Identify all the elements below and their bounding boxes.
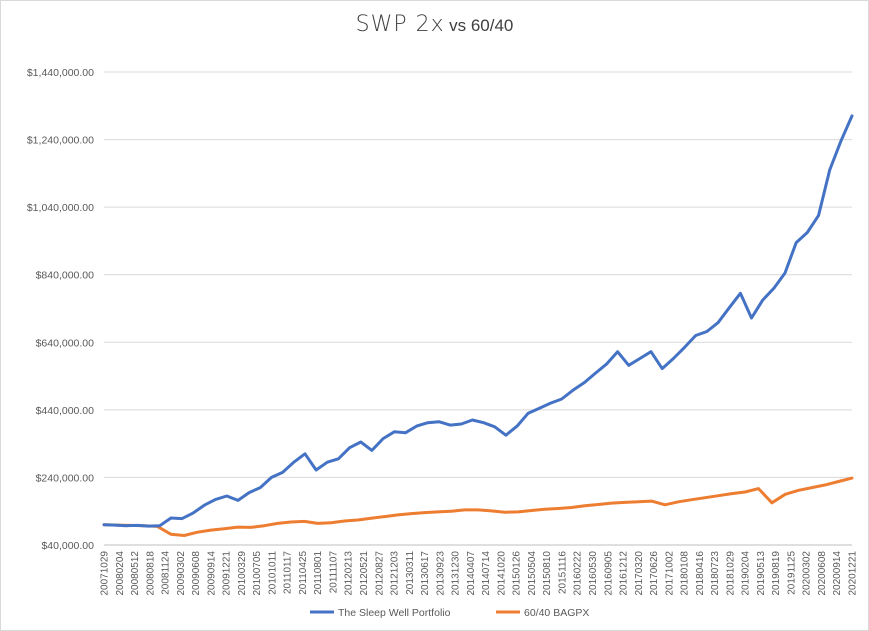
x-tick-label: 20100705 (252, 551, 263, 596)
chart-title: SWP 2x vs 60/40 (0, 12, 869, 37)
legend-label: 60/40 BAGPX (524, 607, 589, 619)
y-tick-label: $1,440,000.00 (27, 67, 94, 79)
x-tick-label: 20201221 (848, 551, 859, 596)
x-tick-label: 20090608 (191, 551, 202, 596)
series-line (102, 476, 854, 537)
legend: The Sleep Well Portfolio 60/40 BAGPX (310, 607, 589, 619)
x-tick-label: 20180416 (695, 551, 706, 596)
legend-label: The Sleep Well Portfolio (338, 607, 451, 619)
y-tick-label: $40,000.00 (41, 540, 94, 552)
x-tick-label: 20120521 (359, 551, 370, 596)
x-tick-label: 20160905 (603, 551, 614, 596)
series-lines (102, 114, 854, 537)
x-tick-label: 20130311 (405, 551, 416, 595)
x-tick-label: 20120827 (374, 551, 385, 596)
x-tick-label: 20200302 (802, 551, 813, 596)
y-tick-label: $640,000.00 (36, 337, 95, 349)
x-tick-label: 20150810 (542, 551, 553, 596)
y-tick-label: $840,000.00 (36, 270, 95, 282)
x-tick-label: 20161212 (619, 551, 630, 596)
x-tick-label: 20090914 (206, 551, 217, 596)
x-tick-label: 20111107 (328, 551, 339, 594)
x-tick-label: 20150504 (527, 551, 538, 596)
gridlines (104, 71, 852, 546)
x-tick-label: 20171002 (664, 551, 675, 596)
x-axis-ticks: 20071029 20080204 20080512 20080818 20081124… (100, 551, 859, 596)
x-tick-label: 20100329 (237, 551, 248, 596)
x-tick-label: 20130617 (420, 551, 431, 596)
x-tick-label: 20150126 (512, 551, 523, 596)
x-tick-label: 20080818 (145, 551, 156, 596)
x-tick-label: 20190819 (771, 551, 782, 596)
x-tick-label: 20200914 (832, 551, 843, 596)
x-tick-label: 20170320 (634, 551, 645, 596)
x-tick-label: 20200608 (817, 551, 828, 596)
y-tick-label: $1,040,000.00 (27, 202, 94, 214)
x-tick-label: 20151116 (557, 551, 568, 594)
x-tick-label: 20071029 (100, 551, 111, 596)
x-tick-label: 20180108 (680, 551, 691, 596)
x-tick-label: 20101011 (267, 551, 278, 595)
x-tick-label: 20080204 (115, 551, 126, 596)
x-tick-label: 20160530 (588, 551, 599, 596)
x-tick-label: 20080512 (130, 551, 141, 596)
x-tick-label: 20191125 (786, 551, 797, 595)
x-tick-label: 20110425 (298, 551, 309, 595)
chart-title-suffix: vs 60/40 (449, 16, 514, 35)
x-tick-label: 20140714 (481, 551, 492, 596)
x-tick-label: 20190513 (756, 551, 767, 596)
series-line (102, 114, 854, 528)
x-tick-label: 20180723 (710, 551, 721, 596)
x-tick-label: 20181029 (725, 551, 736, 596)
x-tick-label: 20131230 (451, 551, 462, 596)
x-tick-label: 20121203 (390, 551, 401, 596)
x-tick-label: 20170626 (649, 551, 660, 596)
x-tick-label: 20141020 (496, 551, 507, 596)
y-tick-label: $440,000.00 (36, 405, 95, 417)
x-tick-label: 20190204 (741, 551, 752, 596)
x-tick-label: 20091221 (222, 551, 233, 596)
x-tick-label: 20090302 (176, 551, 187, 596)
x-tick-label: 20140407 (466, 551, 477, 596)
x-tick-label: 20110117 (283, 551, 294, 594)
y-axis-ticks: $40,000.00 $240,000.00 $440,000.00 $640,000… (27, 67, 94, 552)
y-tick-label: $240,000.00 (36, 472, 95, 484)
x-tick-label: 20110801 (313, 551, 324, 595)
x-tick-label: 20081124 (161, 551, 172, 595)
x-tick-label: 20160222 (573, 551, 584, 596)
x-tick-label: 20120213 (344, 551, 355, 596)
x-tick-label: 20130923 (435, 551, 446, 596)
y-tick-label: $1,240,000.00 (27, 135, 94, 147)
chart-title-main: SWP 2x (355, 12, 445, 37)
